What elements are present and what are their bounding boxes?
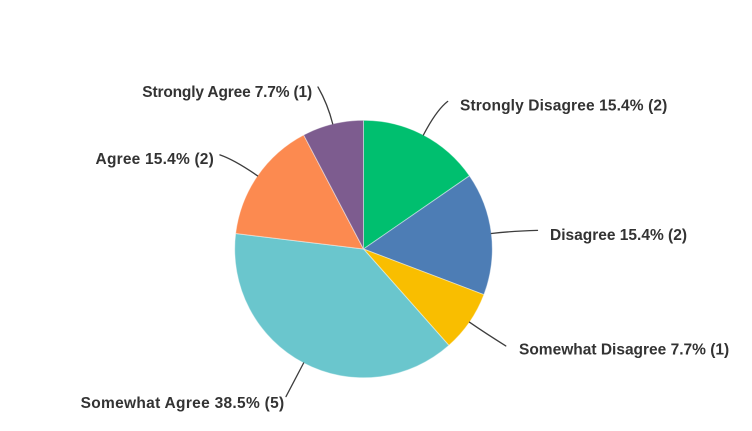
svg-text:Somewhat Agree 38.5% (5): Somewhat Agree 38.5% (5) [81,395,285,412]
svg-text:Strongly Disagree 15.4% (2): Strongly Disagree 15.4% (2) [460,98,667,115]
svg-text:Somewhat Disagree 7.7% (1): Somewhat Disagree 7.7% (1) [519,341,729,358]
svg-text:Strongly Agree 7.7% (1): Strongly Agree 7.7% (1) [142,84,312,101]
svg-text:Disagree 15.4% (2): Disagree 15.4% (2) [550,227,687,244]
svg-text:Agree 15.4% (2): Agree 15.4% (2) [96,151,214,168]
